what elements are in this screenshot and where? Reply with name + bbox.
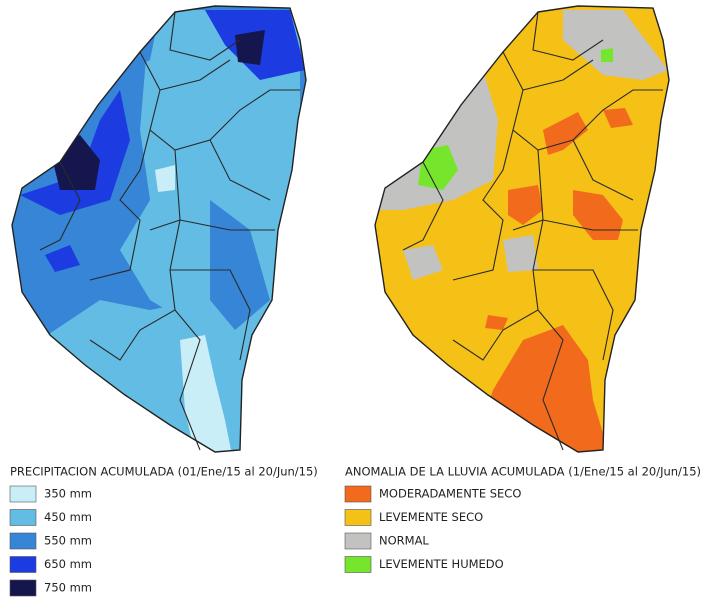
- legend-title: PRECIPITACION ACUMULADA (01/Ene/15 al 20…: [10, 465, 318, 479]
- legend-swatch: [344, 532, 372, 550]
- region: [601, 48, 613, 62]
- province-outline: [11, 5, 307, 453]
- legend-label: 450 mm: [44, 510, 92, 524]
- region: [180, 335, 232, 452]
- region: [485, 315, 508, 330]
- legend-label: 350 mm: [44, 487, 92, 501]
- legend-label: NORMAL: [379, 534, 429, 548]
- legend-title: ANOMALIA DE LA LLUVIA ACUMULADA (1/Ene/1…: [345, 465, 701, 479]
- legends: PRECIPITACION ACUMULADA (01/Ene/15 al 20…: [9, 465, 701, 597]
- region: [210, 200, 270, 330]
- legend-swatch: [344, 509, 372, 526]
- legend-label: 750 mm: [44, 581, 92, 595]
- region: [508, 185, 543, 225]
- legend-label: LEVEMENTE HUMEDO: [379, 557, 504, 571]
- anomaly-map: [374, 5, 670, 453]
- legend-swatch: [9, 509, 37, 526]
- region: [573, 190, 623, 240]
- region: [403, 245, 443, 280]
- legend-swatch: [9, 579, 37, 597]
- region: [603, 108, 633, 128]
- region: [155, 165, 175, 192]
- department-borders: [39, 11, 300, 451]
- region: [45, 245, 80, 272]
- legend-swatch: [9, 485, 37, 503]
- legend-label: 650 mm: [44, 557, 92, 571]
- legend-swatch: [344, 485, 372, 503]
- region: [543, 112, 588, 155]
- legend-label: MODERADAMENTE SECO: [379, 487, 521, 501]
- legend-swatch: [344, 556, 372, 573]
- legend-label: LEVEMENTE SECO: [379, 510, 483, 524]
- region: [235, 30, 265, 65]
- precipitation-map: [11, 5, 307, 453]
- legend-swatch: [9, 556, 37, 573]
- region: [503, 235, 538, 272]
- map-fill: [12, 6, 306, 452]
- region: [20, 90, 130, 215]
- province-outline: [374, 5, 670, 453]
- legend-label: 550 mm: [44, 534, 92, 548]
- legend-swatch: [9, 532, 37, 550]
- region: [418, 145, 458, 190]
- department-borders: [402, 11, 663, 451]
